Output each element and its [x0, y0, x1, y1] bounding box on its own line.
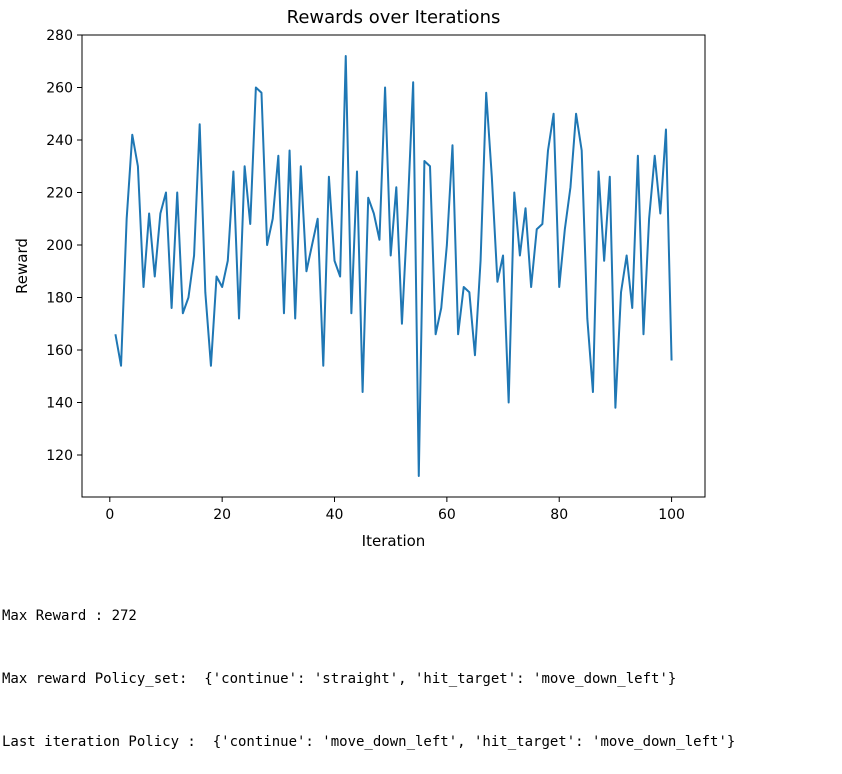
y-axis: 120 140 160 180 200 220 240 260 280 [46, 28, 82, 464]
y-axis-title: Reward [13, 238, 31, 294]
y-tick-label: 260 [46, 81, 73, 97]
y-tick-label: 160 [46, 343, 73, 359]
x-tick-label: 80 [550, 507, 568, 523]
y-tick-label: 140 [46, 396, 73, 412]
plot-area [114, 55, 673, 477]
x-tick-label: 40 [326, 507, 344, 523]
plot-frame [81, 34, 706, 498]
max-reward-policy-line: Max reward Policy_set: {'continue': 'str… [2, 671, 677, 687]
y-tick-label: 240 [46, 133, 73, 149]
chart-title: Rewards over Iterations [287, 7, 501, 28]
line-chart: Rewards over Iterations 0 20 40 60 80 100 120… [13, 7, 706, 550]
reward-series-line [114, 55, 673, 477]
x-tick-label: 20 [213, 507, 231, 523]
y-tick-label: 180 [46, 291, 73, 307]
y-tick-label: 200 [46, 238, 73, 254]
last-iteration-policy-line: Last iteration Policy : {'continue': 'mo… [2, 734, 736, 750]
x-axis: 0 20 40 60 80 100 [105, 497, 685, 523]
x-axis-title: Iteration [362, 532, 426, 550]
x-tick-label: 60 [438, 507, 456, 523]
max-reward-line: Max Reward : 272 [2, 608, 137, 624]
x-tick-label: 100 [658, 507, 685, 523]
console-output: Max Reward : 272 Max reward Policy_set: … [2, 564, 735, 774]
x-tick-label: 0 [105, 507, 114, 523]
y-tick-label: 280 [46, 28, 73, 44]
y-tick-label: 120 [46, 448, 73, 464]
y-tick-label: 220 [46, 186, 73, 202]
